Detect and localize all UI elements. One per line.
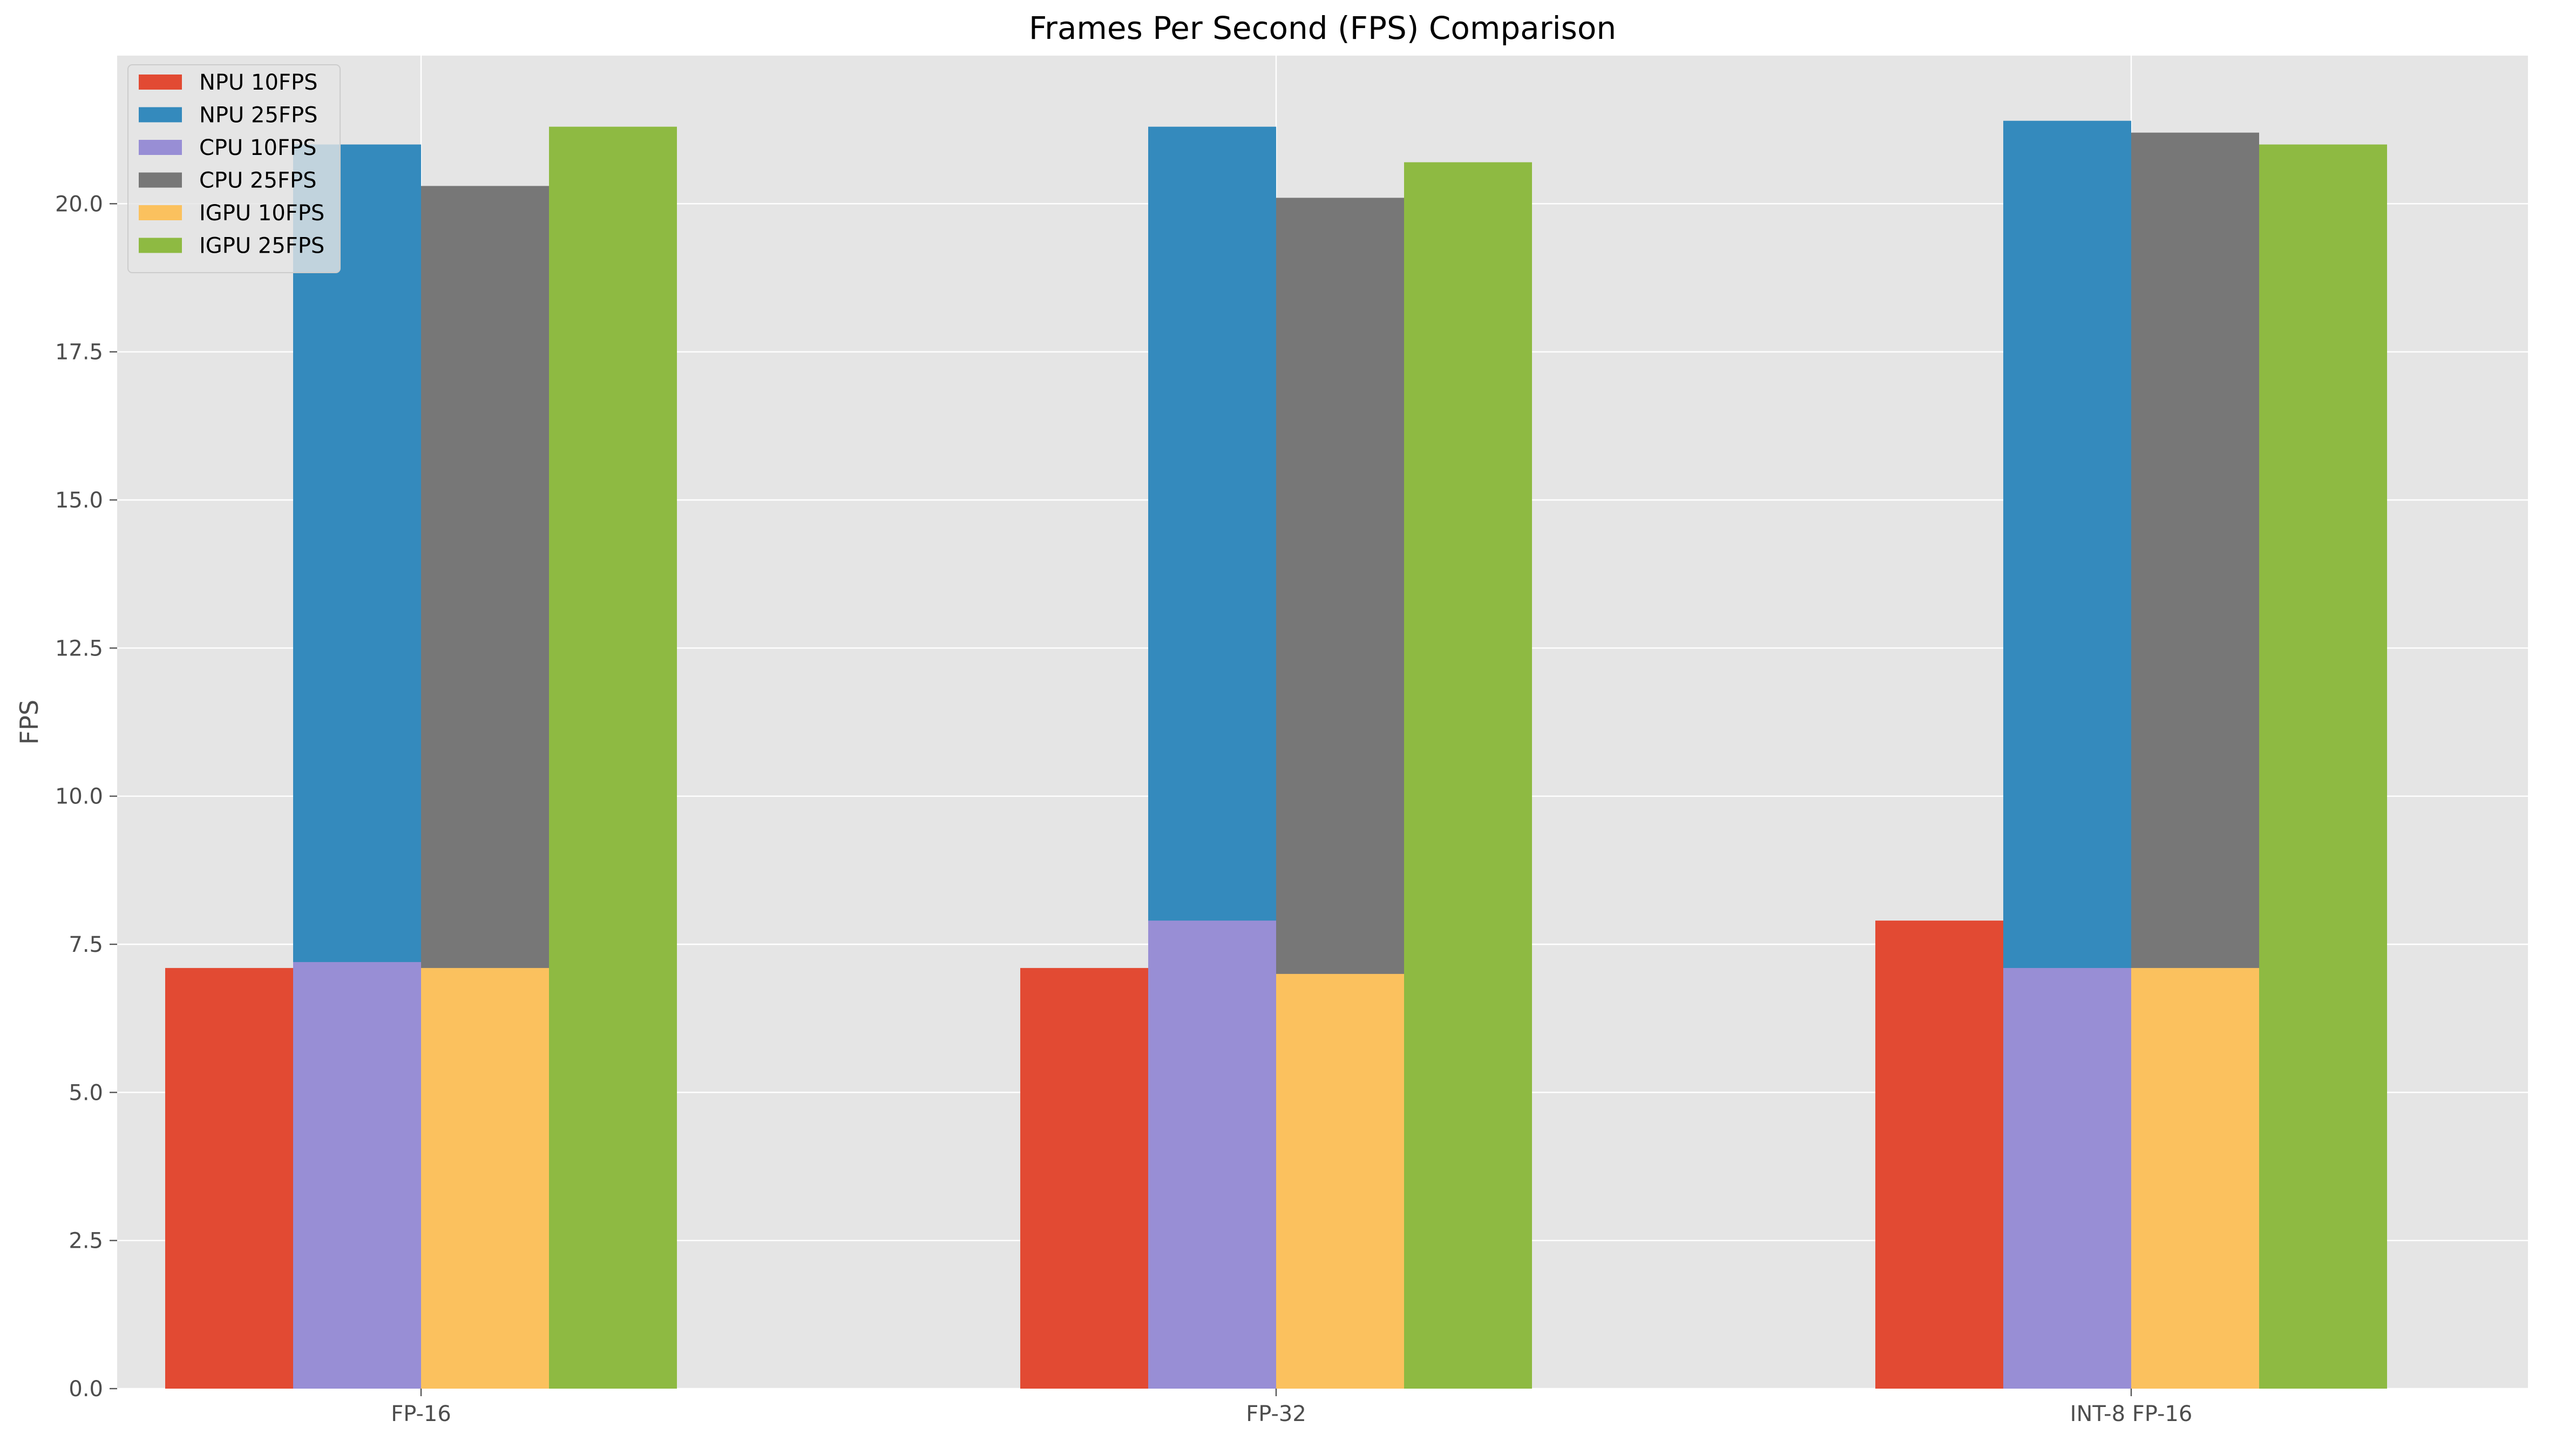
bar-igpu-10fps-fp-32 bbox=[1276, 973, 1404, 1389]
y-axis-label: FPS bbox=[15, 700, 44, 745]
x-axis-ticks: FP-16 FP-32 INT-8 FP-16 bbox=[391, 1389, 2192, 1426]
y-tick-label: 10.0 bbox=[55, 784, 103, 809]
legend-swatch bbox=[139, 238, 182, 253]
y-tick-label: 20.0 bbox=[55, 192, 103, 217]
bar-igpu-10fps-int-8-fp-16 bbox=[2131, 968, 2259, 1389]
legend-swatch bbox=[139, 205, 182, 220]
bar-igpu-25fps-fp-32 bbox=[1404, 162, 1532, 1389]
y-tick-label: 17.5 bbox=[55, 340, 103, 365]
legend-label: NPU 25FPS bbox=[199, 103, 317, 128]
legend-label: CPU 25FPS bbox=[199, 168, 316, 193]
chart-title: Frames Per Second (FPS) Comparison bbox=[1029, 10, 1616, 46]
bar-cpu-10fps-fp-16 bbox=[293, 962, 421, 1389]
y-tick-label: 0.0 bbox=[69, 1377, 103, 1402]
legend-swatch bbox=[139, 140, 182, 155]
bar-npu-10fps-fp-32 bbox=[1020, 968, 1148, 1389]
x-tick-label: FP-16 bbox=[391, 1402, 451, 1426]
bar-igpu-10fps-fp-16 bbox=[421, 968, 549, 1389]
bar-igpu-25fps-int-8-fp-16 bbox=[2259, 144, 2387, 1389]
y-tick-label: 15.0 bbox=[55, 488, 103, 513]
y-tick-label: 5.0 bbox=[69, 1080, 103, 1105]
legend: NPU 10FPS NPU 25FPS CPU 10FPS CPU 25FPS IGPU… bbox=[127, 64, 341, 273]
legend-label: NPU 10FPS bbox=[199, 70, 317, 95]
y-tick-label: 12.5 bbox=[55, 636, 103, 661]
bar-cpu-10fps-fp-32 bbox=[1148, 921, 1276, 1389]
x-tick-label: FP-32 bbox=[1246, 1402, 1306, 1426]
legend-swatch bbox=[139, 172, 182, 188]
legend-swatch bbox=[139, 75, 182, 90]
legend-label: CPU 10FPS bbox=[199, 136, 316, 160]
legend-swatch bbox=[139, 107, 182, 123]
y-tick-label: 2.5 bbox=[69, 1229, 103, 1254]
legend-label: IGPU 25FPS bbox=[199, 234, 324, 259]
bar-npu-10fps-int-8-fp-16 bbox=[1875, 921, 2003, 1389]
bar-cpu-10fps-int-8-fp-16 bbox=[2003, 968, 2131, 1389]
x-tick-label: INT-8 FP-16 bbox=[2070, 1402, 2193, 1426]
y-tick-label: 7.5 bbox=[69, 932, 103, 957]
y-axis-ticks: 0.0 2.5 5.0 7.5 10.0 12.5 15.0 17.5 20.0 bbox=[55, 192, 117, 1402]
bar-igpu-25fps-fp-16 bbox=[549, 126, 677, 1389]
bar-npu-10fps-fp-16 bbox=[165, 968, 293, 1389]
bars bbox=[165, 120, 2387, 1389]
legend-label: IGPU 10FPS bbox=[199, 201, 324, 226]
